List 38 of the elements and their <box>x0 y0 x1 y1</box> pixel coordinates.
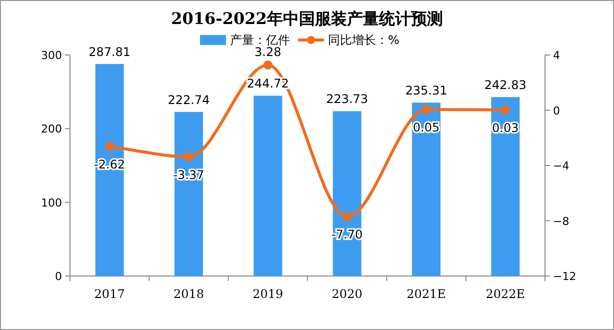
legend-label: 同比增长：% <box>328 33 400 47</box>
point <box>105 142 114 151</box>
y2-tick-label: 0 <box>553 104 560 118</box>
x-tick-label: 2019 <box>252 287 284 301</box>
y-tick-label: 0 <box>55 270 62 283</box>
bar <box>174 112 203 276</box>
bar <box>95 64 124 276</box>
chart-title: 2016-2022年中国服装产量统计预测 <box>171 9 443 28</box>
point <box>184 152 194 162</box>
point <box>500 105 510 114</box>
y2-tick-label: −4 <box>553 160 570 172</box>
data-label: 0.03 <box>492 120 519 135</box>
bar <box>254 96 282 276</box>
data-label: 0.05 <box>412 120 440 135</box>
y-tick-label: 200 <box>41 122 62 136</box>
bar <box>332 111 362 276</box>
bar <box>491 97 520 276</box>
data-label: 287.81 <box>88 44 131 59</box>
x-tick-label: 2017 <box>94 287 125 301</box>
y2-tick-label: −12 <box>553 270 576 283</box>
y-tick-label: 300 <box>41 49 62 62</box>
bar <box>412 102 440 276</box>
data-label: 3.28 <box>254 44 282 59</box>
point <box>263 60 272 70</box>
y-tick-label: 100 <box>41 196 62 210</box>
legend-label: 产量：亿件 <box>230 33 290 47</box>
x-tick-label: 2021E <box>406 287 446 301</box>
point <box>422 105 431 114</box>
data-label: 223.73 <box>326 92 368 106</box>
x-tick-label: 2020 <box>332 287 362 301</box>
y2-tick-label: 4 <box>553 49 560 62</box>
point <box>342 212 352 222</box>
x-tick-label: 2022E <box>486 287 526 301</box>
y2-tick-label: −8 <box>553 214 570 228</box>
x-tick-label: 2018 <box>173 287 204 301</box>
data-label: 242.83 <box>484 78 526 92</box>
data-label: 222.74 <box>168 92 210 107</box>
data-label: 235.31 <box>405 84 448 98</box>
